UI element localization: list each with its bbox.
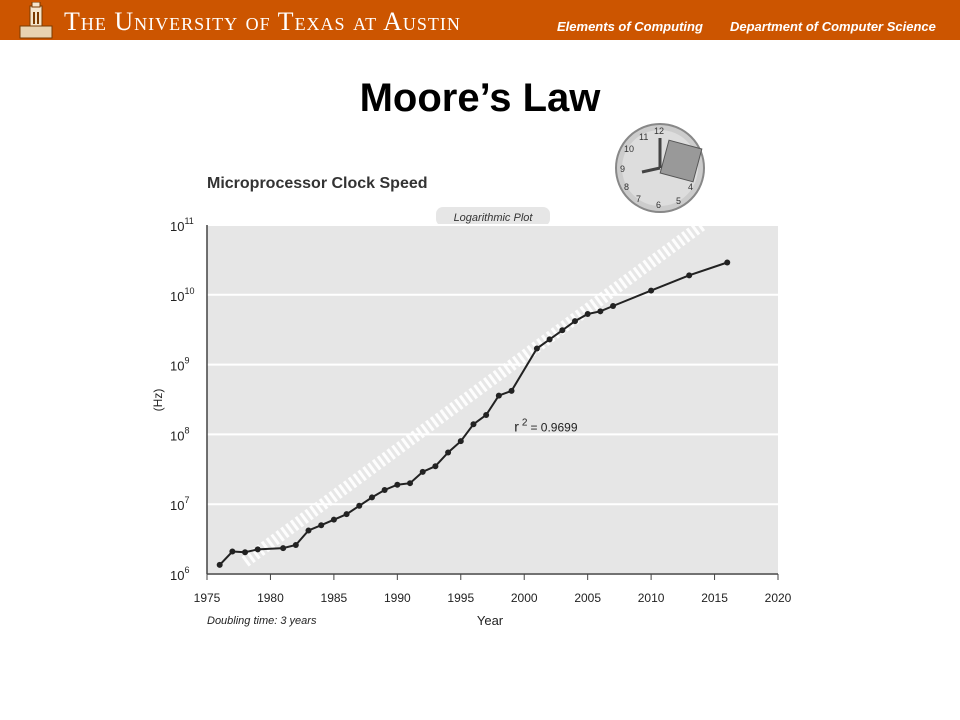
- x-tick-label: 2005: [574, 591, 601, 605]
- data-point: [280, 545, 287, 552]
- y-tick-label: 1010: [170, 286, 194, 304]
- svg-text:7: 7: [636, 194, 641, 204]
- data-point: [546, 336, 553, 343]
- y-tick-label: 109: [170, 356, 189, 374]
- data-point: [394, 481, 401, 488]
- y-tick-label: 1011: [170, 216, 194, 234]
- data-point: [318, 522, 325, 529]
- x-tick-label: 1980: [257, 591, 284, 605]
- data-point: [648, 287, 655, 294]
- data-point: [457, 438, 464, 445]
- x-tick-label: 2020: [765, 591, 792, 605]
- data-point: [445, 449, 452, 456]
- department-name: Department of Computer Science: [730, 19, 936, 34]
- r-squared-annotation: r 2 = 0.9699: [514, 417, 578, 434]
- data-point: [584, 311, 591, 318]
- svg-text:5: 5: [676, 196, 681, 206]
- data-point: [724, 259, 731, 266]
- data-point: [381, 486, 388, 493]
- data-point: [356, 502, 363, 509]
- data-point: [432, 463, 439, 470]
- x-axis-label: Year: [477, 613, 504, 628]
- data-point: [559, 327, 566, 334]
- clock-chip-icon: 12 11 10 9 8 7 6 5 4: [615, 123, 705, 213]
- data-point: [470, 421, 477, 428]
- slide-title: Moore’s Law: [359, 76, 601, 120]
- chart-title: Microprocessor Clock Speed: [207, 175, 428, 192]
- trend-band: [241, 220, 706, 567]
- x-tick-label: 1985: [321, 591, 348, 605]
- svg-text:4: 4: [688, 182, 693, 192]
- data-point: [610, 303, 617, 310]
- course-name: Elements of Computing: [557, 19, 703, 34]
- plot-badge-label: Logarithmic Plot: [454, 212, 534, 224]
- x-tick-label: 1975: [194, 591, 221, 605]
- x-tick-label: 1990: [384, 591, 411, 605]
- header-banner: The University of Texas at Austin Elemen…: [0, 0, 960, 40]
- data-point: [495, 392, 502, 399]
- data-point: [292, 542, 299, 549]
- y-tick-label: 107: [170, 495, 189, 513]
- plot-badge: [436, 207, 550, 226]
- university-name: The University of Texas at Austin: [64, 7, 461, 36]
- svg-text:10: 10: [624, 144, 634, 154]
- x-tick-label: 2010: [638, 591, 665, 605]
- data-point: [229, 548, 236, 555]
- data-point: [407, 480, 414, 487]
- svg-text:8: 8: [624, 182, 629, 192]
- data-point: [508, 387, 515, 394]
- data-point: [216, 561, 223, 568]
- data-point: [483, 411, 490, 418]
- y-tick-label: 106: [170, 565, 189, 583]
- x-tick-label: 2015: [701, 591, 728, 605]
- y-tick-label: 108: [170, 425, 189, 443]
- data-point: [343, 511, 350, 518]
- data-point: [242, 549, 249, 556]
- x-tick-label: 1995: [447, 591, 474, 605]
- data-point: [305, 527, 312, 534]
- data-point: [533, 345, 540, 352]
- svg-text:9: 9: [620, 164, 625, 174]
- svg-text:6: 6: [656, 200, 661, 210]
- data-point: [571, 318, 578, 325]
- data-point: [254, 546, 261, 553]
- data-point: [597, 308, 604, 315]
- data-point: [419, 468, 426, 475]
- x-tick-label: 2000: [511, 591, 538, 605]
- y-axis-label: (Hz): [151, 389, 165, 412]
- data-point: [368, 494, 375, 501]
- svg-text:11: 11: [639, 132, 648, 142]
- svg-text:12: 12: [654, 126, 664, 136]
- ut-tower-logo: [19, 2, 53, 39]
- data-point: [330, 516, 337, 523]
- data-point: [686, 272, 693, 279]
- doubling-time-note: Doubling time: 3 years: [207, 615, 317, 627]
